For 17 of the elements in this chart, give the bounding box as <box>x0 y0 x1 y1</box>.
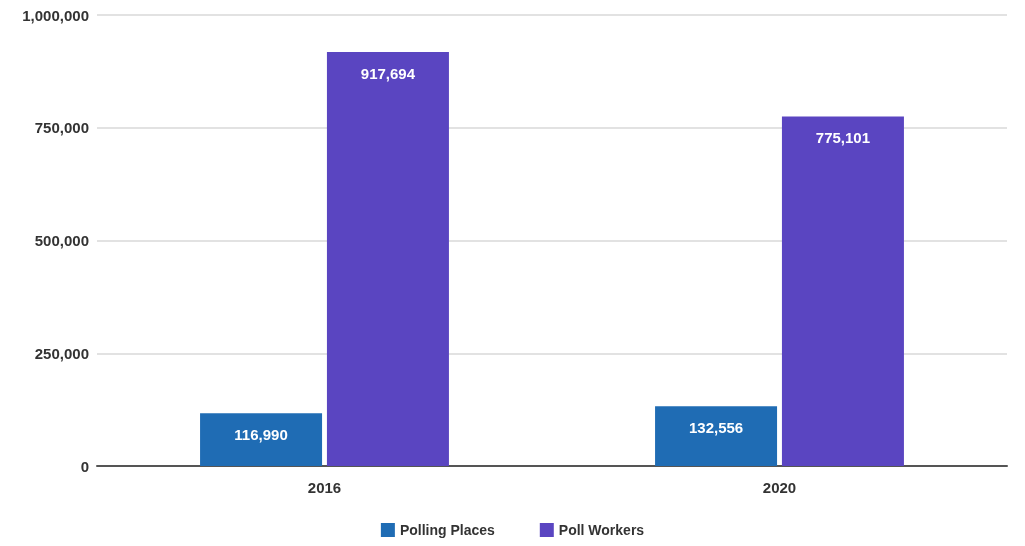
y-tick-label: 0 <box>80 457 89 475</box>
data-label: 132,556 <box>688 419 744 437</box>
data-label: 917,694 <box>360 65 416 83</box>
y-tick-label: 750,000 <box>34 119 89 137</box>
legend-label: Polling Places <box>399 522 496 538</box>
bar <box>200 413 323 466</box>
x-tick-label: 2020 <box>762 479 797 496</box>
x-tick-label: 2016 <box>307 479 342 496</box>
data-label: 775,101 <box>815 129 871 147</box>
bar <box>781 116 904 466</box>
data-label: 116,990 <box>234 426 288 444</box>
y-tick-label: 250,000 <box>34 344 89 362</box>
y-tick-label: 500,000 <box>34 232 89 249</box>
bar <box>655 406 778 466</box>
legend-label: Poll Workers <box>558 522 645 538</box>
y-tick-label: 1,000,000 <box>22 6 89 24</box>
bar <box>326 52 449 466</box>
